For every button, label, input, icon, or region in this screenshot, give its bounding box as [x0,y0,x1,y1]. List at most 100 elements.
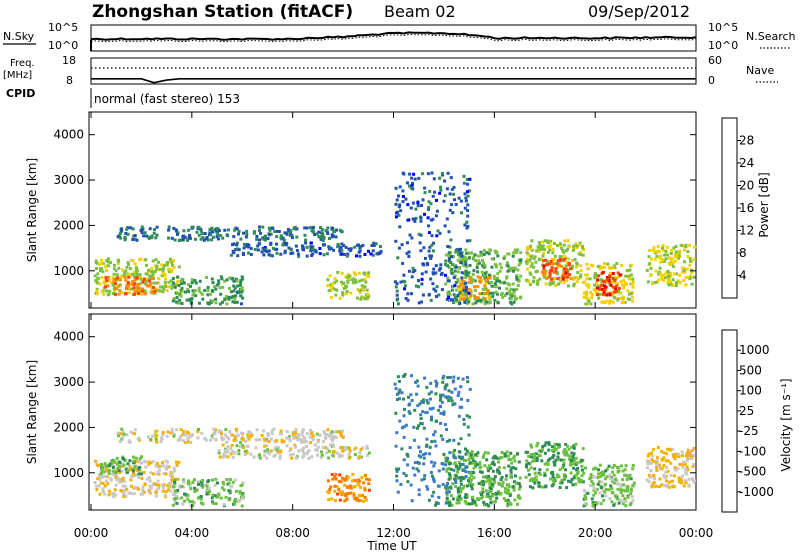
heatmap-cell [123,479,127,483]
heatmap-cell [419,413,423,417]
heatmap-cell [295,249,299,252]
heatmap-cell [108,289,112,293]
heatmap-cell [515,274,519,278]
heatmap-cell [468,264,472,267]
heatmap-cell [339,446,343,450]
heatmap-cell [530,445,534,449]
heatmap-cell [496,254,500,258]
heatmap-cell [460,258,463,262]
colorbar-tick-label: 12 [739,224,754,238]
heatmap-cell [467,479,470,482]
heatmap-cell [565,275,569,279]
heatmap-cell [333,430,337,434]
heatmap-cell [360,284,364,288]
heatmap-cell [232,438,236,442]
heatmap-cell [306,450,310,454]
heatmap-cell [186,440,190,444]
heatmap-cell [426,401,430,405]
heatmap-cell [217,279,221,283]
heatmap-cell [472,471,476,475]
heatmap-cell [496,272,500,275]
heatmap-cell [471,272,475,276]
heatmap-cell [395,398,399,401]
heatmap-cell [138,289,142,293]
heatmap-cell [460,279,464,283]
heatmap-cell [494,290,498,294]
heatmap-cell [451,482,455,486]
heatmap-cell [140,476,144,480]
heatmap-cell [471,302,475,306]
heatmap-cell [237,452,241,456]
heatmap-cell [235,227,239,231]
heatmap-cell [219,496,223,500]
heatmap-cell [130,475,134,478]
heatmap-cell [233,478,237,482]
heatmap-cell [460,254,464,258]
heatmap-cell [557,445,561,449]
heatmap-cell [447,399,451,403]
heatmap-cell [682,266,686,270]
heatmap-cell [112,495,116,499]
heatmap-cell [305,432,309,436]
heatmap-cell [455,501,459,505]
heatmap-cell [289,252,293,255]
heatmap-cell [290,233,294,237]
heatmap-cell [237,248,241,252]
heatmap-cell [214,287,218,291]
heatmap-cell [331,234,335,238]
heatmap-cell [338,455,342,459]
heatmap-cell [410,184,414,188]
heatmap-cell [125,265,129,269]
heatmap-cell [255,428,259,432]
heatmap-cell [476,275,480,279]
heatmap-cell [487,504,491,508]
heatmap-cell [189,434,193,438]
heatmap-cell [184,433,188,437]
heatmap-cell [495,496,499,500]
heatmap-cell [666,447,669,451]
heatmap-cell [151,483,155,487]
heatmap-cell [415,426,419,430]
heatmap-cell [112,267,116,271]
heatmap-cell [364,293,368,297]
heatmap-cell [662,474,666,478]
heatmap-cell [371,253,375,257]
heatmap-cell [417,493,421,497]
heatmap-cell [395,289,399,293]
heatmap-cell [448,192,452,196]
heatmap-cell [140,472,144,476]
heatmap-cell [333,489,337,493]
heatmap-cell [172,434,176,438]
heatmap-cell [621,469,625,473]
heatmap-cell [585,283,589,287]
heatmap-cell [441,376,445,380]
heatmap-cell [114,473,118,477]
heatmap-cell [96,477,100,481]
heatmap-cell [446,482,450,485]
heatmap-cell [614,287,618,290]
heatmap-cell [149,461,153,465]
heatmap-cell [608,497,612,501]
heatmap-cell [211,436,215,440]
heatmap-cell [617,469,621,473]
heatmap-cell [574,456,578,460]
heatmap-cell [420,204,423,207]
heatmap-cell [154,258,158,262]
heatmap-cell [334,293,338,297]
heatmap-cell [602,484,606,488]
heatmap-cell [324,229,328,233]
x-tick-label: 08:00 [275,526,310,540]
heatmap-cell [560,264,564,268]
heatmap-cell [242,438,245,442]
heatmap-cell [514,467,518,471]
heatmap-cell [466,224,470,228]
heatmap-cell [678,249,682,253]
heatmap-cell [552,454,556,457]
heatmap-cell [674,250,678,254]
heatmap-cell [494,456,498,460]
heatmap-cell [294,435,298,439]
x-axis-ticks: 00:00 04:00 08:00 12:00 16:00 20:00 00:00 [74,112,713,540]
heatmap-cell [194,237,197,241]
heatmap-cell [575,262,579,266]
heatmap-cell [154,236,158,240]
